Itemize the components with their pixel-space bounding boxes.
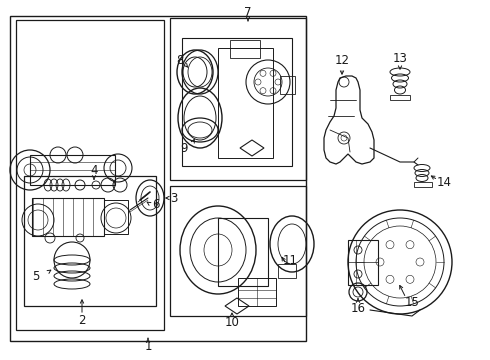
Text: 10: 10 [224, 315, 240, 328]
Bar [278, 264, 296, 278]
Bar [170, 186, 306, 316]
Bar [280, 76, 295, 94]
Bar [104, 200, 128, 234]
Text: 7: 7 [244, 5, 252, 18]
Bar [390, 95, 410, 100]
Bar [16, 20, 164, 330]
Text: 13: 13 [392, 51, 408, 64]
Bar [10, 16, 306, 341]
Text: 1: 1 [144, 339, 152, 352]
Bar [218, 218, 268, 286]
Bar [414, 182, 432, 187]
Bar [30, 155, 115, 185]
Text: 16: 16 [350, 302, 366, 315]
Text: 6: 6 [152, 198, 160, 211]
Bar [32, 198, 104, 236]
Text: 12: 12 [335, 54, 349, 67]
Text: 11: 11 [283, 253, 297, 266]
Text: 14: 14 [437, 175, 451, 189]
Bar [218, 48, 273, 158]
Bar [182, 38, 292, 166]
Bar [24, 176, 156, 306]
Bar [238, 278, 276, 306]
Text: 8: 8 [176, 54, 184, 67]
Text: 5: 5 [32, 270, 40, 283]
Text: 4: 4 [90, 163, 98, 176]
Bar [170, 18, 306, 180]
Bar [230, 40, 260, 58]
Text: 15: 15 [405, 296, 419, 309]
Text: 3: 3 [171, 192, 178, 204]
Bar [348, 240, 378, 285]
Text: 9: 9 [180, 141, 188, 154]
Text: 2: 2 [78, 314, 86, 327]
